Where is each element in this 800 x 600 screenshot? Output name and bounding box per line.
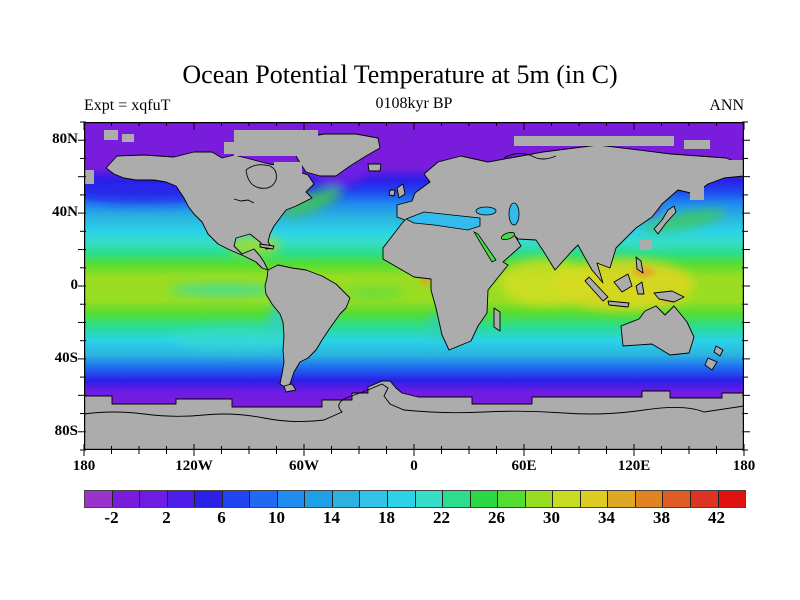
colorbar-tick-label: 6 — [217, 508, 226, 527]
new-guinea — [653, 290, 685, 303]
experiment-label: Expt = xqfuT — [84, 97, 171, 114]
colorbar — [84, 490, 746, 508]
continents — [84, 133, 744, 450]
colorbar-cell — [552, 491, 580, 507]
persian-gulf — [500, 232, 516, 240]
lat-tick-label: 80N — [52, 131, 78, 148]
sumatra — [584, 276, 609, 302]
colorbar-cell — [497, 491, 525, 507]
grid-mask-patches — [84, 130, 744, 250]
british-isles — [396, 183, 406, 199]
colorbar-cell — [524, 491, 553, 507]
lon-tick-label: 180 — [732, 458, 756, 474]
lon-tick-label: 180 — [72, 458, 96, 474]
colorbar-cell — [359, 491, 388, 507]
colorbar-cell — [717, 491, 746, 507]
north-america — [105, 151, 315, 271]
colorbar-cell — [469, 491, 498, 507]
japan — [653, 205, 677, 235]
tierra-del-fuego — [283, 383, 297, 393]
colorbar-cell — [414, 491, 443, 507]
colorbar-cell — [442, 491, 470, 507]
colorbar-cell — [331, 491, 360, 507]
black-sea — [475, 206, 497, 216]
lon-tick-label: 120W — [175, 458, 213, 474]
colorbar-tick-label: 42 — [708, 508, 725, 527]
lon-tick-label: 60E — [511, 458, 537, 474]
antarctica — [84, 380, 744, 450]
colorbar-tick-label: -2 — [104, 508, 119, 527]
lon-tick-label: 120E — [617, 458, 651, 474]
lon-tick-label: 0 — [410, 458, 418, 474]
new-zealand-north — [713, 345, 724, 357]
colorbar-cell — [607, 491, 635, 507]
colorbar-tick-label: 18 — [378, 508, 395, 527]
south-america — [264, 264, 351, 389]
lat-tick-label: 0 — [70, 277, 79, 293]
colorbar-cell — [634, 491, 663, 507]
colorbar-tick-label: 38 — [653, 508, 670, 527]
ireland — [388, 189, 396, 197]
colorbar-tick-label: 14 — [323, 508, 340, 527]
colorbar-cell — [85, 491, 112, 507]
colorbar-tick-label: 22 — [433, 508, 450, 527]
philippines — [635, 256, 644, 274]
iceland — [367, 163, 382, 172]
figure-subtitle: 0108kyr BP — [375, 95, 453, 112]
great-lakes — [233, 198, 255, 204]
eurasia-africa — [382, 144, 744, 351]
world-map-plot — [84, 122, 744, 450]
cuba — [259, 243, 275, 250]
colorbar-cell — [387, 491, 415, 507]
colorbar-cell — [276, 491, 305, 507]
colorbar-cell — [249, 491, 277, 507]
colorbar-cell — [194, 491, 222, 507]
lon-tick-label: 60W — [289, 458, 319, 474]
new-zealand-south — [704, 357, 718, 371]
colorbar-cell — [111, 491, 140, 507]
colorbar-cell — [139, 491, 167, 507]
colorbar-cell — [221, 491, 250, 507]
hudson-bay-outline — [245, 164, 277, 189]
colorbar-tick-label: 30 — [543, 508, 560, 527]
season-label: ANN — [709, 97, 744, 114]
red-sea — [472, 231, 497, 263]
figure-title: Ocean Potential Temperature at 5m (in C) — [182, 60, 618, 89]
australia — [620, 305, 695, 356]
coastline-detail — [84, 153, 744, 423]
colorbar-tick-label: 26 — [488, 508, 505, 527]
colorbar-cell — [166, 491, 195, 507]
colorbar-tick-label: 10 — [268, 508, 285, 527]
java — [607, 300, 630, 308]
colorbar-tick-label: 34 — [598, 508, 615, 527]
siberia-coast-detail — [503, 153, 557, 160]
inland-seas — [405, 202, 520, 263]
colorbar-cell — [662, 491, 691, 507]
lat-tick-label: 80S — [54, 422, 78, 439]
madagascar — [493, 307, 501, 332]
mediterranean-sea — [405, 211, 481, 231]
colorbar-cell — [579, 491, 608, 507]
colorbar-tick-label: 2 — [162, 508, 171, 527]
sulawesi — [635, 281, 645, 295]
caspian-sea — [508, 202, 520, 226]
lat-tick-label: 40S — [54, 349, 78, 366]
antarctic-coastline — [84, 383, 744, 423]
lat-tick-label: 40N — [52, 204, 78, 221]
colorbar-cell — [690, 491, 718, 507]
borneo — [613, 273, 633, 293]
colorbar-cell — [304, 491, 332, 507]
